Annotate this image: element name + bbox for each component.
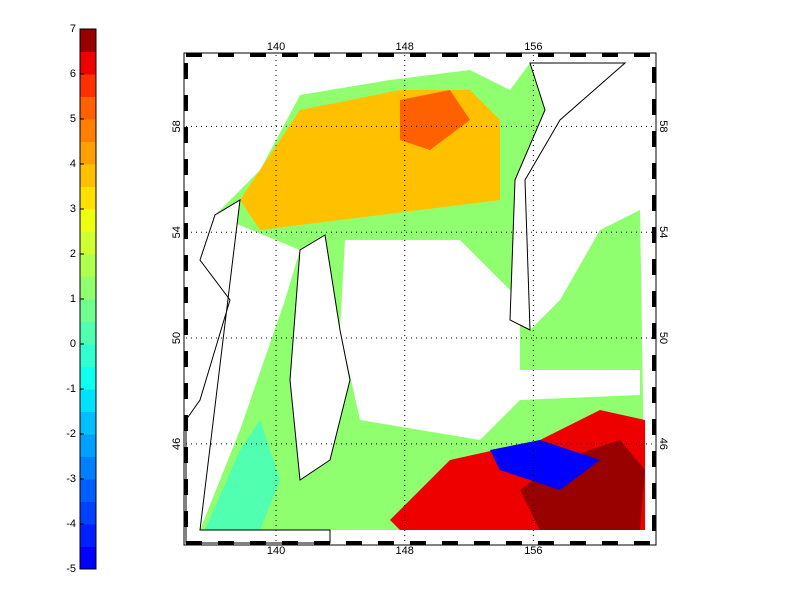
lat-tick-label: 46 — [171, 438, 183, 450]
map-frame-pattern — [184, 53, 656, 545]
colorbar-segment — [80, 524, 96, 547]
colorbar-tick-label: 2 — [70, 248, 76, 260]
colorbar-segment — [80, 501, 96, 525]
colorbar-tick-label: 5 — [70, 113, 76, 125]
cool-area — [205, 420, 280, 530]
colorbar-segment — [80, 51, 96, 75]
lat-tick-label: 54 — [657, 226, 669, 238]
colorbar-segment — [80, 141, 96, 165]
colorbar-segment — [80, 344, 96, 367]
hot-area — [520, 440, 645, 530]
land — [186, 55, 300, 420]
colorbar-segment — [80, 276, 96, 300]
colorbar-tick-label: -5 — [66, 563, 76, 575]
colorbar-segment — [80, 321, 96, 345]
colorbar-tick-label: 7 — [70, 23, 76, 35]
colorbar-segment — [80, 434, 96, 457]
colorbar-segment — [80, 411, 96, 435]
colorbar-segment — [80, 96, 96, 120]
lon-tick-label: 156 — [524, 545, 542, 557]
mainland — [185, 199, 331, 544]
lon-tick-label: 156 — [524, 41, 542, 53]
island — [289, 234, 351, 481]
lon-tick-label: 148 — [396, 545, 414, 557]
colorbar-segment — [80, 299, 96, 322]
cold-area — [490, 440, 600, 490]
lon-tick-label: 140 — [267, 545, 285, 557]
colorbar-segment — [80, 546, 96, 570]
lat-tick-label: 50 — [657, 332, 669, 344]
colorbar-tick-label: -4 — [66, 518, 76, 530]
colorbar-tick-label: -1 — [66, 383, 76, 395]
colorbar-segment — [80, 254, 96, 277]
colorbar-segment — [80, 479, 96, 502]
colorbar-tick-label: 4 — [70, 158, 76, 170]
colorbar-tick-label: 3 — [70, 203, 76, 215]
colorbar-segment — [80, 186, 96, 210]
no-data — [340, 240, 640, 440]
lat-tick-label: 46 — [657, 438, 669, 450]
map-frame — [183, 52, 657, 546]
colorbar-segment — [80, 389, 96, 412]
colorbar-segment — [80, 209, 96, 232]
colorbar-segment — [80, 74, 96, 97]
colorbar-segment — [80, 29, 96, 52]
lat-tick-label: 58 — [657, 120, 669, 132]
colorbar-tick-label: -3 — [66, 473, 76, 485]
colorbar-segment — [80, 231, 96, 255]
lat-tick-label: 58 — [171, 120, 183, 132]
colorbar-segment — [80, 456, 96, 480]
peninsula — [509, 62, 627, 331]
hot-area — [400, 90, 470, 150]
colorbar-segment — [80, 164, 96, 187]
lon-tick-label: 148 — [396, 41, 414, 53]
lon-tick-label: 140 — [267, 41, 285, 53]
colorbar-tick-label: -2 — [66, 428, 76, 440]
sea-field — [185, 55, 645, 544]
colorbar-segment — [80, 366, 96, 390]
lat-tick-label: 50 — [171, 332, 183, 344]
colorbar-tick-label: 0 — [70, 338, 76, 350]
colorbar-tick-label: 1 — [70, 293, 76, 305]
lat-tick-label: 54 — [171, 226, 183, 238]
colorbar-tick-label: 6 — [70, 68, 76, 80]
colorbar-segment — [80, 119, 96, 142]
